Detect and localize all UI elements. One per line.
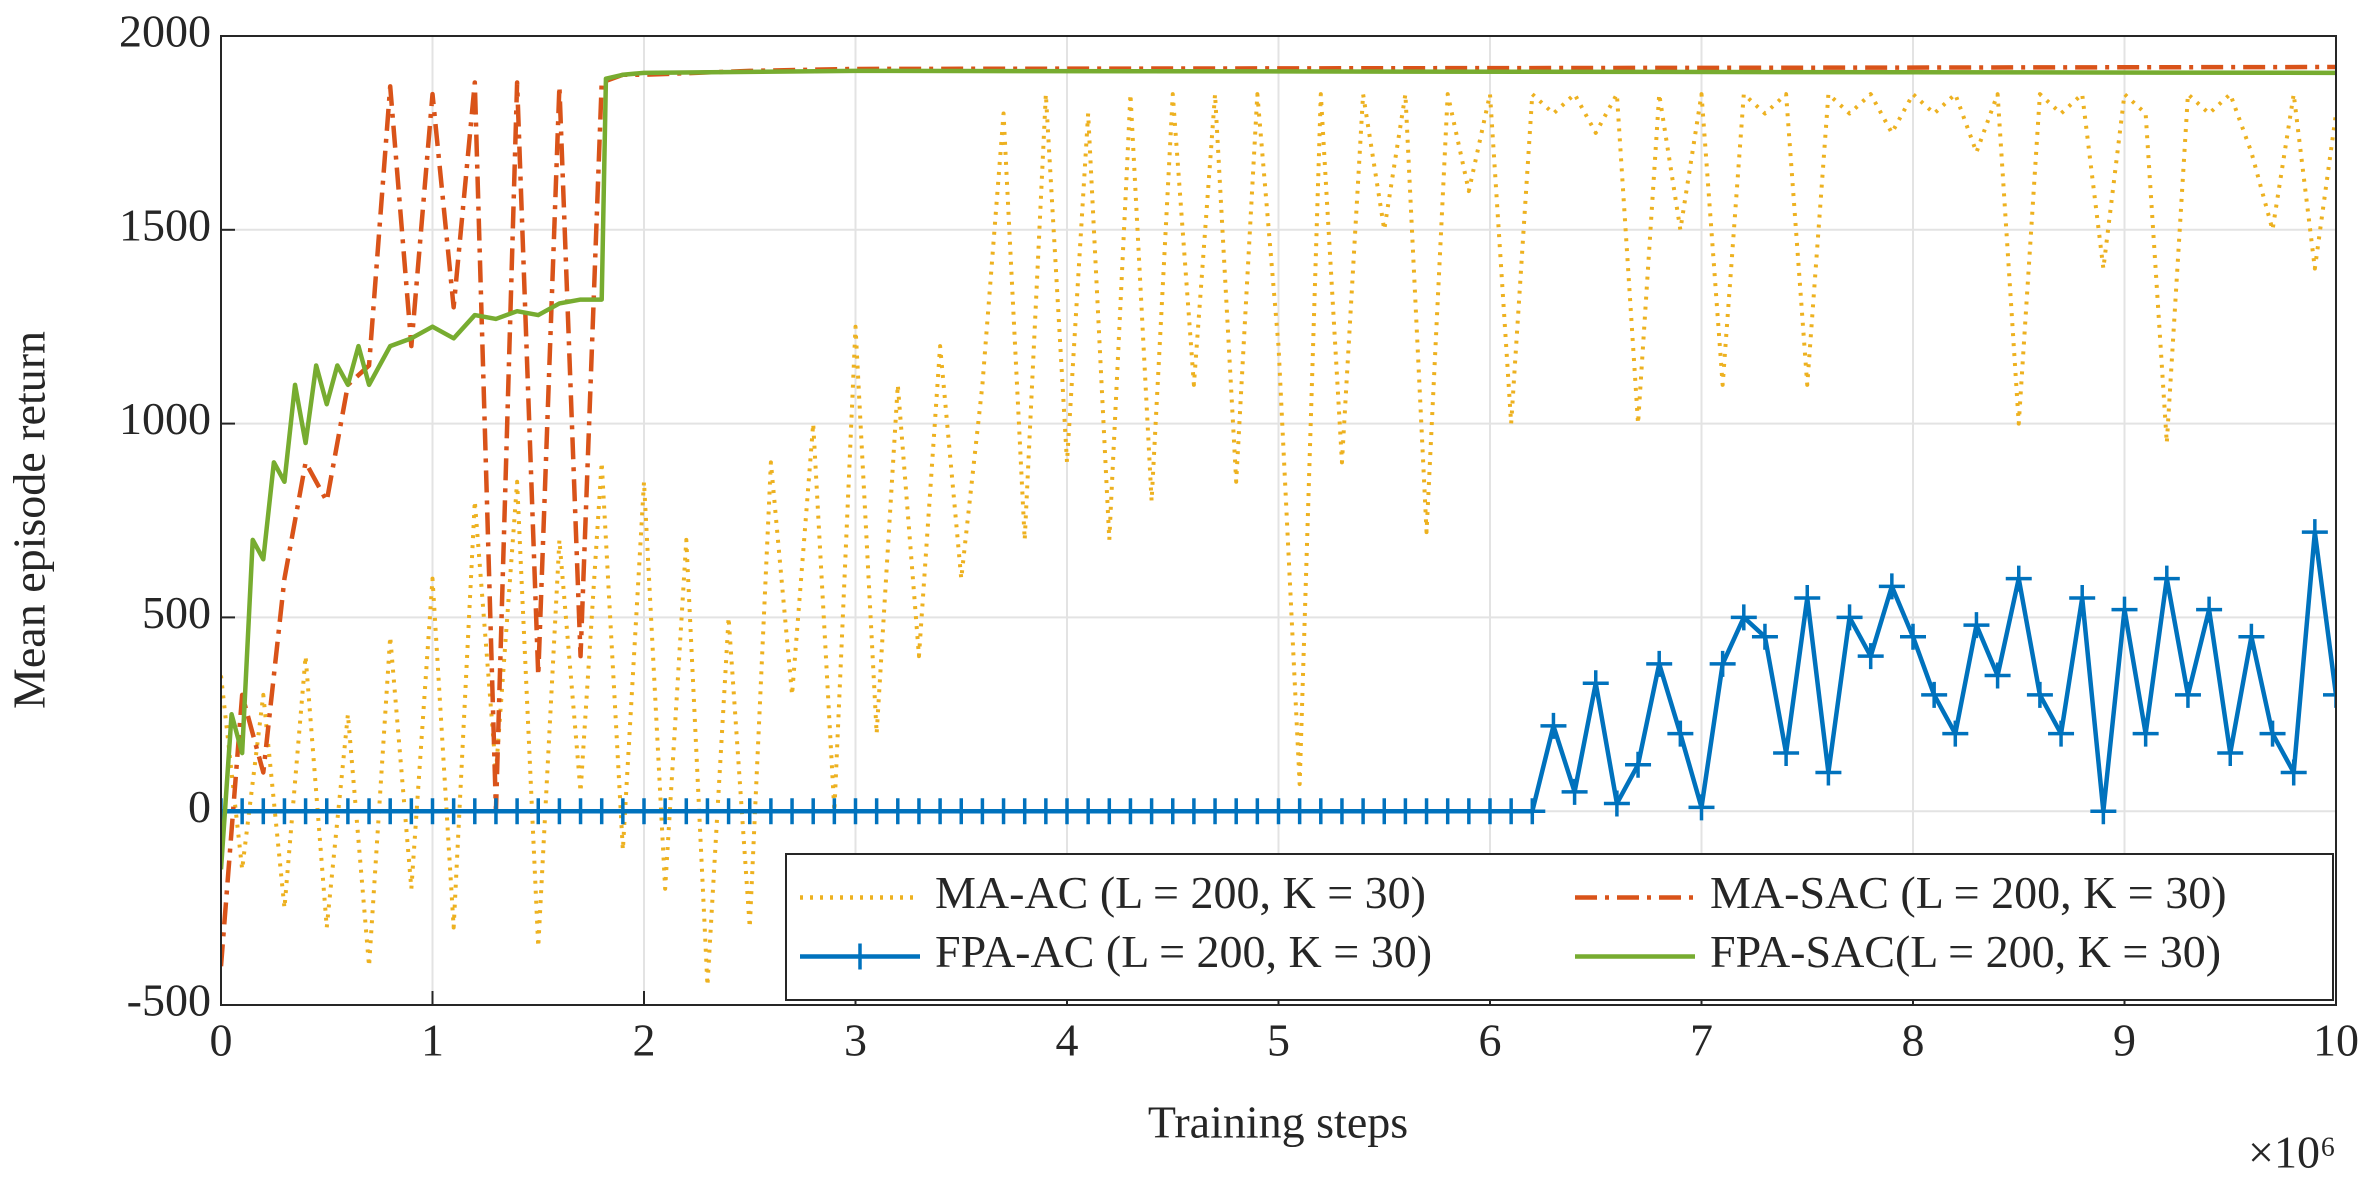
point-marker	[2174, 681, 2201, 708]
legend: MA-AC (L = 200, K = 30) MA-SAC (L = 200, …	[785, 853, 2334, 1001]
point-marker	[1815, 759, 1842, 786]
legend-label: MA-SAC (L = 200, K = 30)	[1710, 867, 2227, 918]
y-tick-label: 1000	[119, 393, 211, 444]
point-marker	[1963, 612, 1990, 639]
x-tick-label: 8	[1902, 1015, 1925, 1066]
y-tick-label: -500	[127, 975, 211, 1026]
x-multiplier: ×10⁶	[2248, 1127, 2336, 1178]
point-marker	[2259, 720, 2286, 747]
point-marker	[2026, 681, 2053, 708]
point-marker	[1836, 604, 1863, 631]
point-marker	[2111, 596, 2138, 623]
series-line	[221, 68, 2336, 870]
legend-box	[785, 853, 2334, 1001]
point-marker	[1646, 650, 1673, 677]
point-marker	[2069, 585, 2096, 612]
x-tick-label: 7	[1690, 1015, 1713, 1066]
point-marker	[1667, 720, 1694, 747]
legend-label: MA-AC (L = 200, K = 30)	[935, 867, 1426, 918]
point-marker	[2323, 681, 2336, 708]
point-marker	[1900, 623, 1926, 650]
x-tick-label: 9	[2113, 1015, 2136, 1066]
y-tick-label: 500	[142, 587, 211, 638]
point-marker	[1603, 790, 1630, 817]
y-tick-label: 2000	[119, 6, 211, 57]
point-marker	[1519, 798, 1546, 825]
legend-label: FPA-SAC(L = 200, K = 30)	[1710, 926, 2221, 977]
x-tick-label: 1	[421, 1015, 444, 1066]
point-marker	[2090, 798, 2117, 825]
point-marker	[1540, 712, 1567, 739]
point-marker	[1625, 751, 1652, 778]
point-marker	[1709, 650, 1736, 677]
point-marker	[1582, 670, 1609, 697]
series-layer	[221, 64, 2336, 988]
point-marker	[2280, 759, 2307, 786]
point-marker	[2217, 740, 2244, 767]
point-marker	[1921, 681, 1948, 708]
point-marker	[2048, 720, 2075, 747]
point-marker	[1857, 643, 1884, 670]
point-marker	[2005, 565, 2032, 592]
legend-marker	[847, 943, 873, 970]
x-tick-label: 5	[1267, 1015, 1290, 1066]
x-tick-label: 0	[210, 1015, 233, 1066]
point-marker	[1794, 585, 1821, 612]
series-line	[221, 92, 2336, 988]
x-tick-label: 10	[2313, 1015, 2359, 1066]
point-marker	[1730, 604, 1757, 631]
point-marker	[1773, 740, 1800, 767]
point-marker	[1688, 794, 1715, 821]
point-marker	[2132, 720, 2159, 747]
x-tick-label: 6	[1479, 1015, 1502, 1066]
point-marker	[1561, 778, 1588, 805]
y-tick-label: 0	[188, 781, 211, 832]
x-axis-label: Training steps	[1148, 1097, 1408, 1148]
y-axis-label: Mean episode return	[4, 331, 55, 709]
legend-label: FPA-AC (L = 200, K = 30)	[935, 926, 1432, 977]
point-marker	[2301, 519, 2328, 546]
point-marker	[2238, 623, 2265, 650]
point-marker	[1751, 623, 1778, 650]
x-tick-label: 2	[633, 1015, 656, 1066]
point-marker	[1984, 662, 2011, 689]
x-tick-label: 3	[844, 1015, 867, 1066]
x-tick-label: 4	[1056, 1015, 1079, 1066]
axes-frame	[220, 35, 2337, 1006]
point-marker	[1942, 720, 1969, 747]
point-marker	[1878, 573, 1905, 600]
point-marker	[2153, 565, 2180, 592]
y-tick-label: 1500	[119, 199, 211, 250]
point-marker	[2196, 596, 2223, 623]
